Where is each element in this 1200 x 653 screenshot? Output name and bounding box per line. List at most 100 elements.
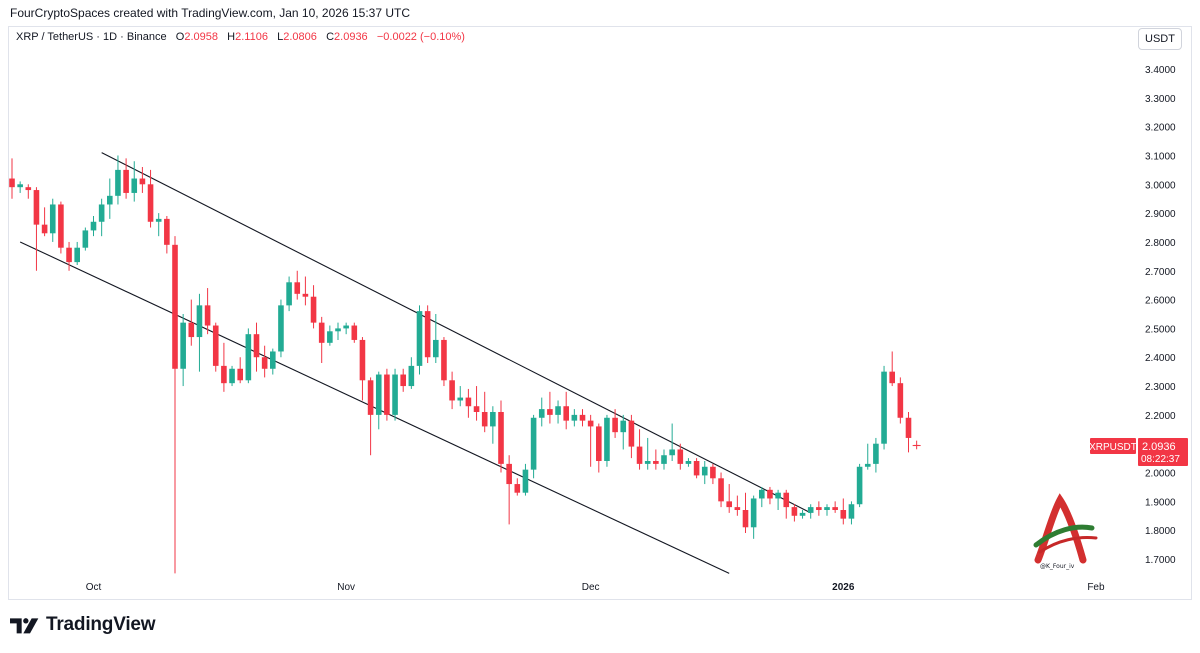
- candle-body: [98, 204, 105, 222]
- candle-body: [734, 507, 741, 510]
- candle: [384, 368, 390, 421]
- candle-body: [547, 409, 553, 415]
- candle: [620, 414, 627, 450]
- trendline-upper[interactable]: [101, 152, 811, 514]
- candle: [294, 270, 301, 300]
- candle: [196, 293, 203, 372]
- candle: [799, 510, 806, 519]
- low-value: 2.0806: [283, 31, 317, 43]
- candle: [155, 213, 162, 237]
- candle-body: [123, 169, 129, 193]
- candle-body: [832, 507, 838, 510]
- candle: [693, 458, 700, 479]
- candle: [530, 414, 537, 479]
- candle: [750, 495, 757, 539]
- candle: [221, 342, 227, 392]
- y-tick-label: 2.6000: [1145, 296, 1176, 307]
- candle: [514, 478, 521, 496]
- high-label: H: [227, 31, 236, 43]
- price-axis: 3.4000 3.3000 3.2000 3.1000 3.0000 2.9000 2.80…: [1145, 65, 1176, 566]
- candle-body: [449, 380, 455, 401]
- candle-body: [644, 461, 651, 464]
- candle: [628, 414, 635, 459]
- tradingview-brand[interactable]: TradingView: [10, 614, 156, 636]
- change-value: −0.0022 (−0.10%): [376, 31, 465, 43]
- candle-body: [506, 463, 512, 485]
- candle-body: [310, 296, 317, 323]
- candle-body: [490, 412, 496, 427]
- price-tag-price: 2.0936: [1142, 441, 1176, 453]
- candle-body: [473, 406, 480, 412]
- candle: [25, 184, 32, 199]
- candle: [98, 198, 105, 237]
- y-tick-label: 2.2000: [1145, 411, 1176, 422]
- candle: [726, 484, 732, 513]
- candle-body: [579, 414, 586, 421]
- candle: [172, 236, 178, 574]
- candle: [653, 449, 659, 470]
- candle: [791, 504, 798, 522]
- candle: [742, 492, 749, 534]
- symbol-legend[interactable]: XRP / TetherUS · 1D · Binance O2.0958 H2…: [16, 31, 465, 43]
- candle: [473, 386, 480, 421]
- candle-body: [17, 184, 23, 188]
- candle-body: [791, 507, 798, 516]
- price-tag-bg: [1138, 438, 1188, 466]
- candle-body: [229, 368, 235, 384]
- candle-body: [816, 507, 822, 510]
- candle: [710, 463, 716, 485]
- candle: [180, 314, 186, 387]
- candle: [107, 178, 113, 219]
- y-tick-label: 3.2000: [1145, 123, 1176, 134]
- y-tick-label: 2.9000: [1145, 209, 1176, 220]
- candle: [824, 504, 830, 516]
- candle: [49, 198, 56, 242]
- candle: [701, 461, 708, 485]
- candle-body: [864, 463, 871, 467]
- candle-body: [58, 204, 64, 248]
- candle-body: [41, 224, 48, 234]
- candle: [335, 322, 341, 340]
- candle-body: [384, 374, 390, 415]
- currency-button[interactable]: USDT: [1138, 28, 1182, 50]
- candle-body: [367, 380, 374, 415]
- candle-body: [604, 417, 610, 461]
- candle: [685, 458, 692, 467]
- candle-body: [522, 469, 529, 493]
- candle-body: [25, 187, 32, 191]
- candle: [245, 328, 252, 384]
- candle-body: [726, 501, 732, 508]
- candle: [367, 377, 374, 456]
- candle: [449, 371, 455, 410]
- logo-green-swoosh: [1033, 524, 1095, 548]
- candle-body: [669, 449, 675, 456]
- candle-body: [514, 484, 521, 493]
- candle: [286, 276, 292, 312]
- x-tick-label: Nov: [337, 582, 355, 593]
- candle: [636, 429, 643, 470]
- candle: [538, 397, 545, 427]
- price-tag-ticker: XRPUSDT: [1089, 442, 1137, 453]
- candle-body: [424, 311, 431, 358]
- candle: [237, 357, 243, 384]
- candle-body: [840, 510, 847, 519]
- candle-body: [856, 466, 863, 505]
- candle-body: [261, 357, 268, 369]
- candle: [563, 391, 569, 430]
- last-price-tag[interactable]: XRPUSDT 2.0936 08:22:37: [1089, 438, 1188, 466]
- candle-body: [889, 371, 895, 384]
- trendline-lower[interactable]: [19, 241, 730, 574]
- candle: [204, 288, 211, 335]
- candle: [465, 388, 472, 418]
- candle-body: [824, 507, 830, 510]
- candle-body: [441, 339, 447, 381]
- low-label: L: [277, 31, 284, 43]
- tradingview-logo-icon: [10, 618, 39, 634]
- trendlines: [19, 152, 811, 574]
- candle: [579, 409, 586, 427]
- candle: [90, 216, 97, 237]
- candle-body: [905, 417, 912, 438]
- high-value: 2.1106: [235, 31, 268, 43]
- candle: [441, 337, 447, 387]
